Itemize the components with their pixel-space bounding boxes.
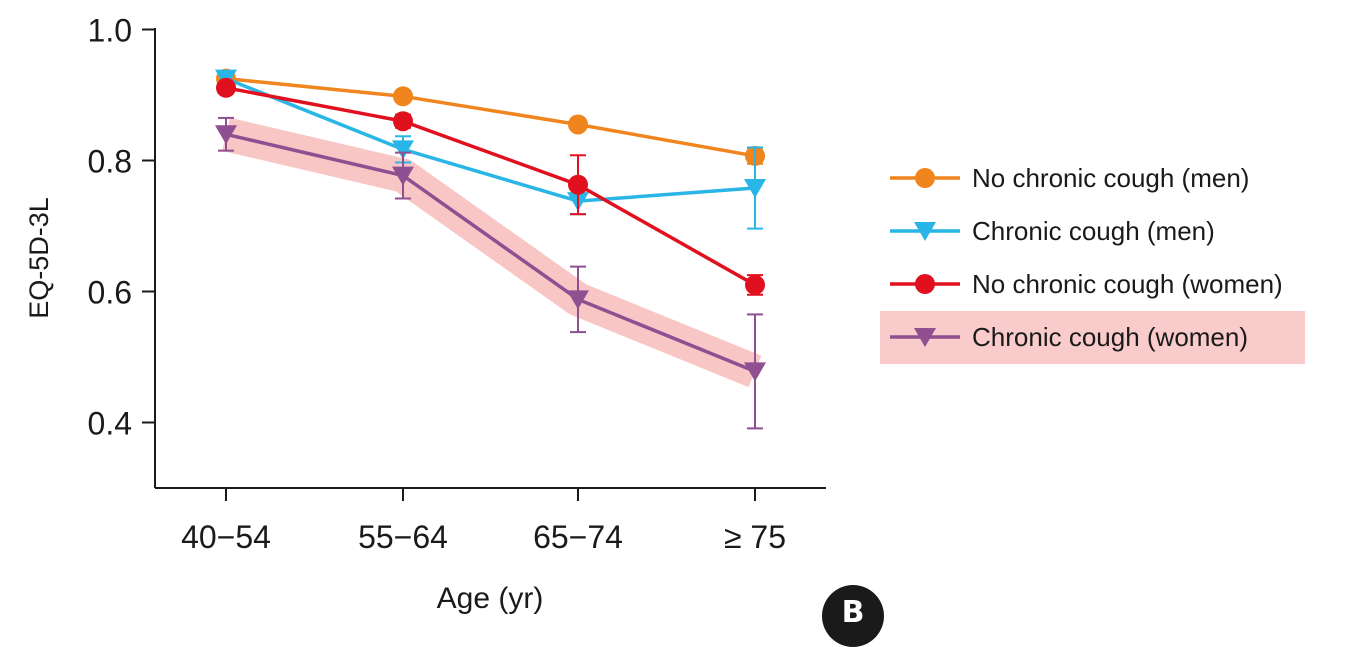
series-line (225, 76, 756, 158)
ticks: 0.4 0.6 0.8 1.0 40−54 55−64 65−74 ≥ 75 (88, 13, 787, 556)
series-line (225, 132, 756, 374)
legend-marker-svg (890, 168, 960, 188)
legend-marker (880, 205, 960, 258)
y-tick-label: 0.6 (88, 275, 132, 311)
data-point (745, 274, 765, 295)
data-point (568, 174, 588, 195)
data-point (392, 140, 414, 160)
highlight-band-path (222, 117, 762, 388)
legend-label: Chronic cough (women) (972, 322, 1249, 352)
legend-marker-svg (890, 328, 960, 347)
line-chart: EQ-5D-3L Age (yr) 0.4 0.6 0.8 1.0 40−54 55−64… (24, 13, 826, 615)
data-point (393, 111, 413, 132)
legend-item: No chronic cough (men) (880, 152, 1350, 205)
legend-marker (880, 258, 960, 311)
y-axis-label: EQ-5D-3L (24, 197, 54, 319)
series-line (225, 86, 756, 287)
x-tick-label: 40−54 (181, 519, 271, 555)
data-point (744, 362, 766, 382)
legend-symbol (914, 328, 936, 347)
data-point (216, 77, 236, 98)
legend-item: Chronic cough (women) (880, 311, 1305, 364)
legend: No chronic cough (men) Chronic cough (men… (880, 152, 1350, 364)
legend-marker-svg (890, 222, 960, 241)
legend-symbol (915, 274, 935, 294)
y-tick-label: 1.0 (88, 13, 132, 49)
legend-label: Chronic cough (men) (972, 216, 1215, 246)
legend-item: No chronic cough (women) (880, 258, 1350, 311)
x-tick-label: ≥ 75 (724, 519, 786, 555)
series-3 (216, 77, 765, 296)
legend-marker-svg (890, 274, 960, 294)
data-point (568, 114, 588, 135)
legend-symbol (915, 168, 935, 188)
legend-label: No chronic cough (women) (972, 269, 1283, 299)
y-tick-label: 0.8 (88, 144, 132, 180)
legend-item: Chronic cough (men) (880, 205, 1350, 258)
y-tick-label: 0.4 (88, 406, 132, 442)
data-point (215, 125, 237, 145)
data-point (567, 290, 589, 310)
series-4 (215, 116, 766, 430)
x-tick-label: 55−64 (358, 519, 448, 555)
axes: EQ-5D-3L Age (yr) (24, 28, 826, 615)
data-point (393, 86, 413, 107)
panel-label-badge: B (822, 585, 884, 647)
legend-marker (880, 311, 960, 364)
legend-symbol (914, 222, 936, 241)
legend-label: No chronic cough (men) (972, 163, 1250, 193)
highlight-band (222, 117, 762, 388)
data-point (392, 166, 414, 186)
x-tick-label: 65−74 (533, 519, 623, 555)
x-axis-label: Age (yr) (437, 582, 544, 615)
legend-marker (880, 152, 960, 205)
series (215, 68, 766, 430)
series-line (225, 76, 756, 203)
data-point (744, 179, 766, 199)
